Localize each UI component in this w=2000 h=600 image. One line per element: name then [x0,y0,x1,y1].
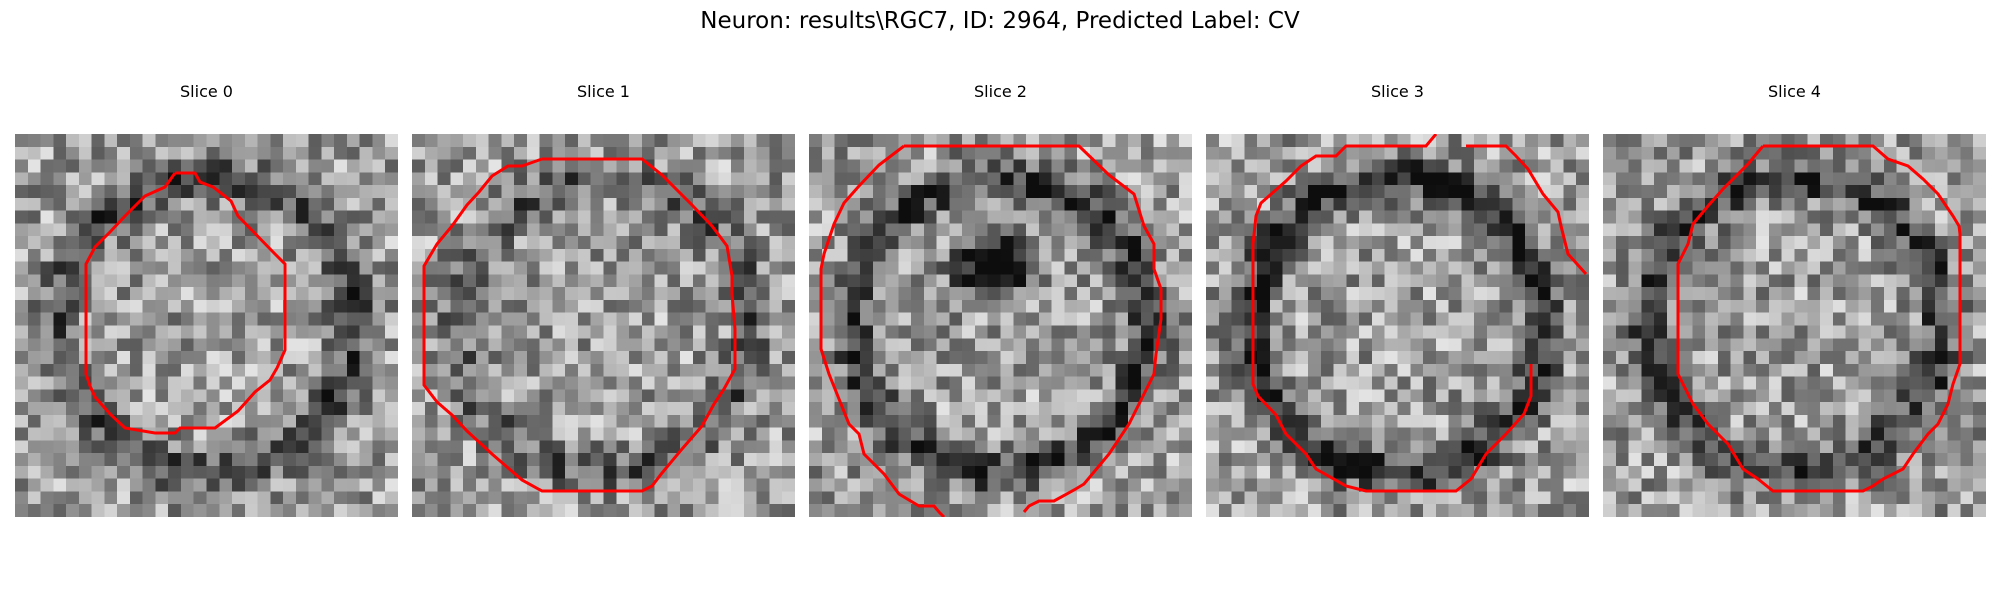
slice-pixels [15,134,398,517]
slice-image-1 [412,134,795,517]
slice-image-2 [809,134,1192,517]
slice-title: Slice 3 [1371,82,1424,101]
figure-suptitle: Neuron: results\RGC7, ID: 2964, Predicte… [700,8,1300,34]
contour-overlay [1676,144,1962,493]
contour-overlay [819,144,1163,517]
contour-line [904,144,1163,513]
contour-line [1466,144,1588,276]
slice-image-3 [1206,134,1589,517]
slice-image-0 [15,134,398,517]
slice-pixels [1603,134,1986,517]
contour-line [1251,134,1533,493]
slice-title: Slice 2 [974,82,1027,101]
slice-pixels [1206,134,1589,517]
slice-pixels [809,134,1192,517]
slice-pixels [412,134,795,517]
slice-title: Slice 0 [180,82,233,101]
contour-line [422,157,737,493]
slice-image-4 [1603,134,1986,517]
contour-overlay [1251,134,1588,493]
contour-line [819,144,946,517]
contour-line [1676,144,1962,493]
slice-title: Slice 4 [1768,82,1821,101]
slice-title: Slice 1 [577,82,630,101]
contour-overlay [84,171,287,435]
contour-overlay [422,157,737,493]
contour-line [84,171,287,435]
